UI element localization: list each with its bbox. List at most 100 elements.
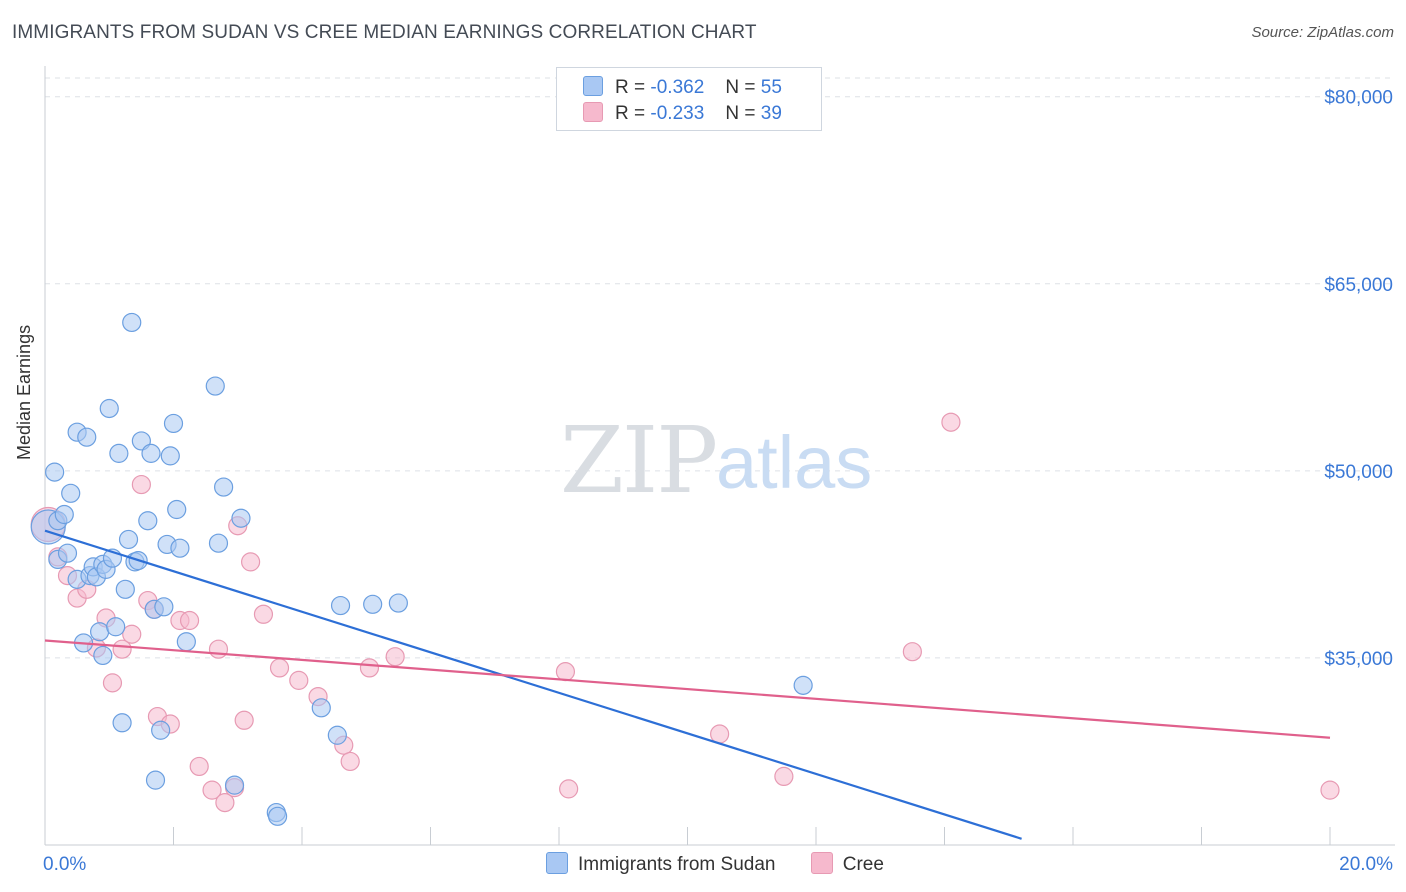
cree-point bbox=[710, 724, 730, 744]
cree-point bbox=[774, 766, 794, 787]
cree-point bbox=[215, 792, 235, 813]
sudan-points bbox=[30, 312, 813, 826]
cree-point bbox=[385, 647, 405, 667]
sudan-point bbox=[224, 775, 245, 795]
x-tick-labels: 0.0% 20.0% bbox=[43, 854, 1393, 875]
y-tick-label: $35,000 bbox=[1324, 649, 1393, 670]
sudan-point bbox=[330, 595, 351, 616]
sudan-point bbox=[214, 477, 234, 497]
sudan-point bbox=[61, 483, 81, 503]
sudan-point bbox=[93, 645, 113, 666]
y-tick-label: $50,000 bbox=[1324, 462, 1393, 483]
sudan-point bbox=[90, 622, 110, 642]
sudan-trend-line bbox=[44, 529, 1022, 840]
sudan-point bbox=[388, 593, 408, 613]
sudan-point bbox=[267, 806, 288, 826]
sudan-point bbox=[163, 413, 184, 434]
legend-swatch-cree bbox=[810, 852, 833, 874]
watermark: ZIP atlas bbox=[560, 407, 872, 514]
sudan-point bbox=[363, 594, 383, 614]
sudan-point bbox=[231, 508, 251, 528]
legend-swatch-sudan bbox=[583, 76, 603, 96]
legend-row-sudan: R = -0.362 N = 55 bbox=[583, 76, 782, 100]
sudan-point bbox=[54, 504, 74, 525]
cree-point bbox=[122, 624, 142, 644]
sudan-point bbox=[141, 443, 161, 463]
sudan-point bbox=[145, 770, 166, 790]
legend-swatch-cree bbox=[583, 102, 603, 122]
cree-point bbox=[559, 779, 579, 799]
cree-point bbox=[112, 639, 132, 659]
cree-point bbox=[902, 642, 922, 662]
y-tick-label: $65,000 bbox=[1324, 275, 1393, 296]
legend-item-sudan[interactable]: Immigrants from Sudan bbox=[546, 852, 775, 876]
sudan-point bbox=[118, 529, 139, 550]
sudan-point bbox=[170, 538, 190, 558]
legend-r-value: -0.362 bbox=[650, 77, 705, 98]
y-tick-labels: $35,000 $50,000 $65,000 $80,000 bbox=[1324, 88, 1393, 670]
legend-n-value: 55 bbox=[760, 77, 782, 98]
sudan-point bbox=[138, 511, 158, 531]
sudan-point bbox=[327, 725, 347, 745]
series-legend: Immigrants from Sudan Cree bbox=[546, 852, 914, 876]
y-axis-label: Median Earnings bbox=[14, 324, 34, 460]
sudan-point bbox=[112, 713, 132, 733]
cree-point bbox=[253, 604, 274, 624]
trend-lines bbox=[44, 529, 1331, 840]
cree-point bbox=[234, 710, 254, 730]
sudan-point bbox=[151, 720, 171, 740]
legend-r-value: -0.233 bbox=[650, 103, 705, 124]
cree-point bbox=[1320, 780, 1340, 800]
chart-title: IMMIGRANTS FROM SUDAN VS CREE MEDIAN EAR… bbox=[12, 22, 757, 43]
y-tick-label: $80,000 bbox=[1324, 88, 1393, 109]
sudan-point bbox=[167, 499, 187, 520]
sudan-point bbox=[77, 427, 97, 447]
sudan-point bbox=[160, 446, 180, 466]
sudan-point bbox=[176, 632, 196, 652]
legend-item-cree[interactable]: Cree bbox=[810, 852, 884, 876]
sudan-point bbox=[793, 675, 813, 695]
watermark-atlas: atlas bbox=[716, 421, 872, 504]
cree-point bbox=[102, 673, 123, 693]
legend-r-label: R = bbox=[615, 103, 646, 124]
cree-point bbox=[555, 662, 576, 682]
cree-point bbox=[131, 474, 151, 495]
sudan-point bbox=[154, 597, 174, 617]
legend-swatch-sudan bbox=[546, 852, 568, 874]
sudan-point bbox=[208, 533, 229, 553]
sudan-point bbox=[311, 698, 331, 718]
sudan-point bbox=[122, 312, 142, 333]
x-tick-label-min: 0.0% bbox=[43, 854, 86, 875]
correlation-legend: R = -0.362 N = 55 R = -0.233 N = 39 bbox=[556, 67, 822, 131]
legend-n-label: N = bbox=[725, 103, 756, 124]
sudan-point bbox=[106, 617, 126, 637]
watermark-zip: ZIP bbox=[560, 407, 716, 514]
cree-point bbox=[269, 658, 290, 678]
cree-point bbox=[340, 751, 360, 772]
cree-trend-line bbox=[44, 639, 1331, 739]
cree-point bbox=[179, 610, 200, 631]
legend-r-label: R = bbox=[615, 77, 646, 98]
legend-label-sudan: Immigrants from Sudan bbox=[578, 854, 776, 875]
sudan-point bbox=[57, 543, 78, 563]
cree-point bbox=[289, 670, 309, 690]
chart-source: Source: ZipAtlas.com bbox=[1251, 24, 1394, 41]
x-tick-label-max: 20.0% bbox=[1339, 854, 1393, 875]
cree-point bbox=[189, 756, 209, 777]
axes bbox=[44, 66, 1395, 846]
legend-n-label: N = bbox=[725, 77, 756, 98]
cree-point bbox=[359, 658, 380, 678]
sudan-point bbox=[109, 443, 129, 463]
sudan-point bbox=[115, 579, 135, 599]
cree-point bbox=[208, 639, 229, 659]
sudan-point bbox=[45, 462, 65, 482]
cree-point bbox=[241, 552, 261, 572]
sudan-point bbox=[205, 376, 225, 396]
legend-label-cree: Cree bbox=[842, 854, 884, 875]
sudan-point bbox=[99, 398, 119, 419]
cree-point bbox=[941, 412, 961, 432]
legend-row-cree: R = -0.233 N = 39 bbox=[583, 102, 782, 126]
cree-point bbox=[202, 780, 222, 800]
legend-n-value: 39 bbox=[760, 103, 782, 124]
